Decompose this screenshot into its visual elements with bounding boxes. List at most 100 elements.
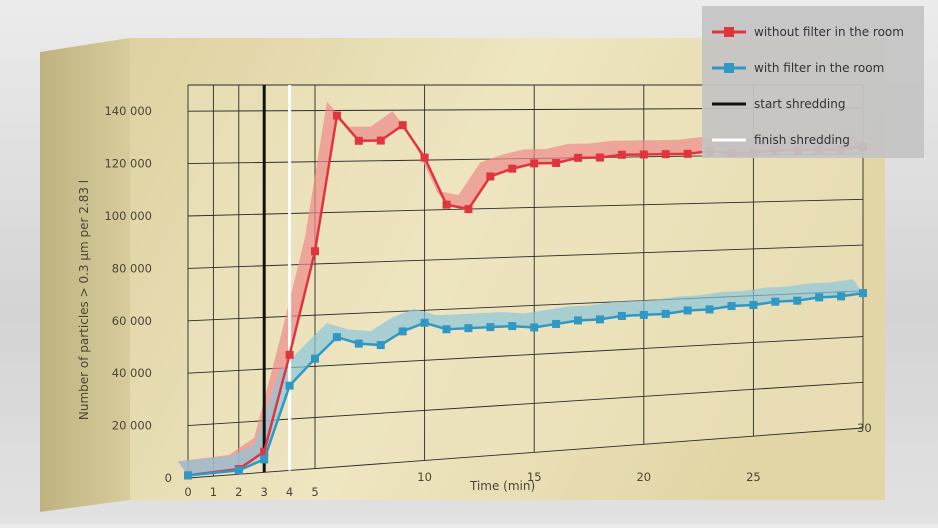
data-point	[552, 319, 561, 328]
series-ribbon-segment	[524, 309, 557, 328]
data-point	[442, 325, 451, 334]
data-point	[260, 455, 269, 464]
series-ribbon-segment	[546, 143, 579, 164]
data-point	[595, 153, 604, 162]
series-ribbon-segment	[228, 445, 265, 471]
series-ribbon-segment	[743, 287, 776, 306]
event-markers	[262, 85, 292, 473]
legend-swatch-marker	[724, 63, 734, 73]
data-point	[574, 316, 583, 325]
data-point	[311, 247, 319, 256]
data-point	[332, 333, 341, 342]
data-point	[260, 447, 269, 456]
grid-hline	[187, 381, 864, 427]
data-point	[464, 324, 473, 333]
y-tick-label: 80 000	[112, 261, 152, 275]
data-point	[376, 136, 385, 145]
data-point	[749, 301, 758, 310]
x-tick-label: 2	[235, 485, 242, 499]
x-tick-label: 3	[261, 485, 268, 499]
series-ribbon-segment	[589, 301, 622, 320]
data-point	[617, 150, 626, 159]
data-point	[285, 350, 294, 359]
legend-label: start shredding	[754, 97, 845, 111]
data-point	[508, 322, 517, 331]
y-tick-label: 60 000	[112, 314, 152, 328]
legend-swatch-marker	[724, 27, 734, 37]
data-point	[859, 289, 867, 298]
data-point	[354, 339, 363, 348]
data-point	[420, 153, 429, 162]
data-point	[552, 159, 561, 168]
series-ribbon-segment	[305, 101, 337, 252]
data-point	[486, 172, 495, 181]
data-point	[311, 354, 319, 363]
x-axis-label: Time (min)	[469, 479, 535, 493]
data-point	[683, 149, 692, 158]
series-ribbon-segment	[326, 323, 359, 344]
legend: without filter in the room with filter in…	[702, 6, 924, 158]
series-ribbon-segment	[370, 317, 403, 346]
data-point	[530, 159, 539, 168]
data-point	[420, 318, 429, 327]
x-tick-label: 1	[210, 485, 217, 499]
x-tick-label: 30	[857, 421, 872, 435]
y-tick-label: 0	[165, 471, 172, 485]
y-tick-label: 40 000	[112, 366, 152, 380]
grid-hline	[187, 198, 864, 217]
y-tick-label: 120 000	[104, 157, 152, 171]
data-point	[727, 302, 736, 311]
data-point	[332, 111, 341, 120]
data-point	[639, 310, 648, 319]
data-point	[837, 292, 846, 301]
legend-label: without filter in the room	[754, 25, 904, 39]
data-point	[234, 466, 243, 475]
data-point	[486, 323, 495, 332]
box-side	[40, 38, 130, 512]
x-tick-label: 25	[746, 470, 761, 484]
data-point	[184, 471, 192, 480]
data-point	[442, 200, 451, 209]
data-point	[508, 164, 517, 173]
grid-hline	[187, 427, 864, 479]
data-point	[661, 150, 670, 159]
data-point	[815, 293, 824, 302]
data-point	[398, 327, 407, 336]
series-ribbon-segment	[305, 323, 337, 359]
series-ribbon-segment	[436, 190, 469, 210]
axis-labels: 0 20 000 40 000 60 000 80 000 100 000 120 000 1…	[104, 104, 871, 499]
series-ribbon-segment	[502, 312, 535, 328]
series-ribbon-segment	[831, 279, 863, 297]
data-point	[661, 309, 670, 318]
series-ribbon-segment	[655, 296, 688, 314]
y-tick-label: 100 000	[104, 209, 152, 223]
x-tick-label: 0	[184, 485, 191, 499]
data-point	[574, 153, 583, 162]
data-point	[639, 150, 648, 159]
data-point	[398, 121, 407, 130]
y-axis-label: Number of particles > 0.3 µm per 2.83 l	[77, 180, 91, 420]
series-ribbon-segment	[677, 137, 710, 154]
data-point	[376, 341, 385, 350]
x-tick-label: 20	[636, 470, 651, 484]
data-point	[683, 306, 692, 315]
data-point	[285, 381, 294, 390]
series-ribbon-segment	[502, 149, 535, 169]
data-point	[530, 323, 539, 332]
series-ribbon-segment	[546, 306, 579, 324]
x-tick-label: 4	[286, 485, 293, 499]
series-ribbon-segment	[370, 111, 403, 141]
series-ribbon-segment	[589, 140, 622, 158]
x-tick-label: 5	[311, 485, 318, 499]
data-point	[793, 296, 802, 305]
data-point	[617, 311, 626, 320]
y-tick-label: 140 000	[104, 104, 152, 118]
data-point	[354, 136, 363, 145]
data-point	[705, 305, 714, 314]
series-ribbon-segment	[699, 292, 732, 310]
data-point	[771, 297, 780, 306]
legend-label: with filter in the room	[754, 61, 884, 75]
series-ribbon-segment	[348, 329, 381, 346]
